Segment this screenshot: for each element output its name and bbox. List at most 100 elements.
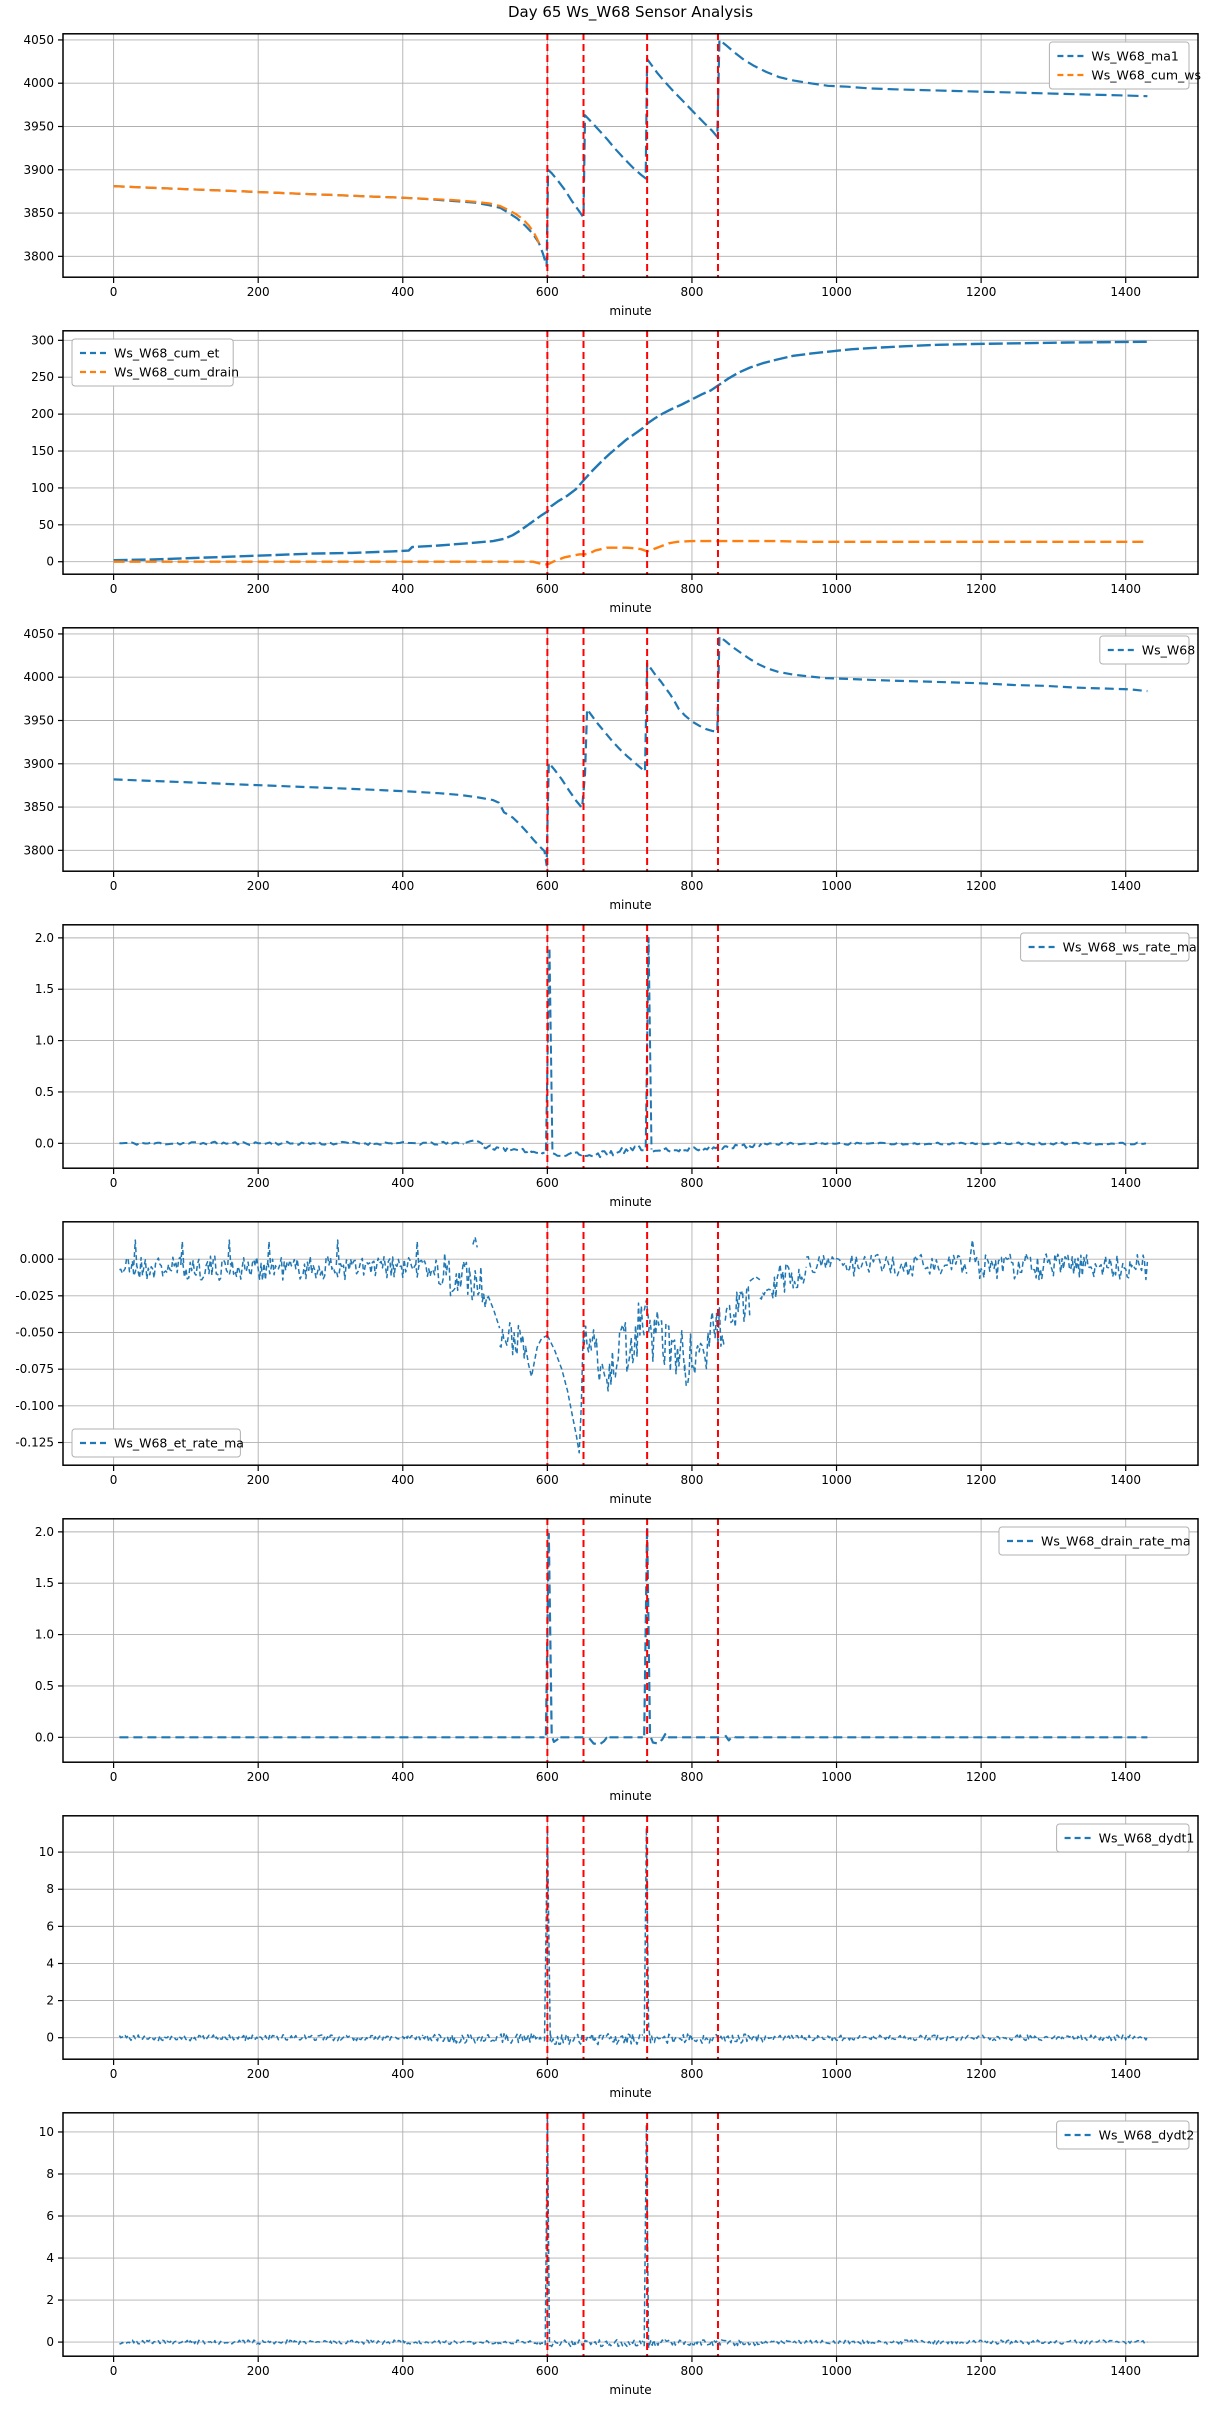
x-axis-label: minute xyxy=(609,1195,651,1209)
x-tick-label: 800 xyxy=(680,1770,703,1784)
x-tick-label: 600 xyxy=(536,285,559,299)
series-Ws_W68_cum_ws xyxy=(113,185,542,247)
x-axis-label: minute xyxy=(609,2086,651,2100)
y-tick-label: 3950 xyxy=(23,713,54,727)
x-tick-label: 1400 xyxy=(1110,879,1141,893)
legend: Ws_W68_drain_rate_ma xyxy=(998,1526,1191,1556)
y-tick-label: 1.0 xyxy=(35,1628,54,1642)
y-tick-label: 300 xyxy=(31,333,54,347)
y-tick-label: 4050 xyxy=(23,627,54,641)
x-tick-label: 200 xyxy=(247,1770,270,1784)
x-tick-label: 400 xyxy=(391,1473,414,1487)
y-tick-label: 150 xyxy=(31,444,54,458)
x-tick-label: 1200 xyxy=(966,2364,997,2378)
y-tick-label: 2.0 xyxy=(35,1525,54,1539)
x-tick-label: 1400 xyxy=(1110,1770,1141,1784)
x-tick-label: 1200 xyxy=(966,582,997,596)
legend-label: Ws_W68_et_rate_ma xyxy=(114,1436,244,1451)
x-tick-label: 1200 xyxy=(966,879,997,893)
x-axis-label: minute xyxy=(609,2383,651,2397)
subplot-ws-rate-ma-canvas: 0 200 400 600 800 1000 1200 1400 minute 0.0 0.5 1.0… xyxy=(35,924,1199,1209)
subplot-dydt1-canvas: 0 200 400 600 800 1000 1200 1400 minute 0 2 4 6 8 10 Ws… xyxy=(39,1815,1199,2100)
subplot-dydt2: 0 200 400 600 800 1000 1200 1400 minute 0 2 4 6 8 10 Ws… xyxy=(0,2112,1211,2404)
x-tick-label: 800 xyxy=(680,285,703,299)
series-Ws_W68 xyxy=(113,635,1148,867)
x-tick-label: 1000 xyxy=(821,285,852,299)
y-tick-label: 4050 xyxy=(23,33,54,47)
x-tick-label: 0 xyxy=(110,582,118,596)
figure-title: Day 65 Ws_W68 Sensor Analysis xyxy=(507,3,754,21)
x-tick-label: 800 xyxy=(680,1176,703,1190)
subplot-et-rate-ma: 0 200 400 600 800 1000 1200 1400 minute 0.000 -0.0… xyxy=(0,1221,1211,1513)
x-tick-label: 1400 xyxy=(1110,1473,1141,1487)
x-tick-label: 1200 xyxy=(966,2067,997,2081)
y-tick-label: 0.000 xyxy=(20,1252,54,1266)
y-tick-label: 0.0 xyxy=(35,1730,54,1744)
subplot-drain-rate-ma-canvas: 0 200 400 600 800 1000 1200 1400 minute 0.0 0.5 1.0… xyxy=(35,1518,1199,1803)
x-axis: 0 200 400 600 800 1000 1200 1400 minute xyxy=(110,1169,1141,1209)
x-tick-label: 0 xyxy=(110,1770,118,1784)
legend-label: Ws_W68 xyxy=(1142,643,1195,658)
x-tick-label: 1000 xyxy=(821,582,852,596)
x-tick-label: 1000 xyxy=(821,1473,852,1487)
y-tick-label: 3800 xyxy=(23,249,54,263)
axes-frame xyxy=(62,1815,1199,2060)
y-tick-label: 0.5 xyxy=(35,1679,54,1693)
subplot-dydt1: 0 200 400 600 800 1000 1200 1400 minute 0 2 4 6 8 10 Ws… xyxy=(0,1815,1211,2107)
legend-label: Ws_W68_ws_rate_ma xyxy=(1063,940,1197,955)
y-axis: 0.000 -0.025 -0.050 -0.075 -0.100 -0.125 xyxy=(15,1252,63,1450)
y-tick-label: 0 xyxy=(46,2335,54,2349)
y-tick-label: -0.075 xyxy=(15,1362,54,1376)
y-axis: 0 2 4 6 8 10 xyxy=(39,1845,63,2045)
subplot-raw-ws-canvas: 0 200 400 600 800 1000 1200 1400minute380038503… xyxy=(23,627,1199,912)
x-axis: 0 200 400 600 800 1000 1200 1400 minute xyxy=(110,278,1141,318)
x-axis-label: minute xyxy=(609,1492,651,1506)
series-Ws_W68_ma1 xyxy=(113,38,1148,267)
x-axis-label: minute xyxy=(609,1789,651,1803)
series-Ws_W68_dydt1 xyxy=(118,1827,1149,2046)
subplot-cum-et-drain-canvas: 0 200 400 600 800 1000 1200 1400 minute 0 50 100 150… xyxy=(31,330,1199,615)
series-Ws_W68_cum_drain xyxy=(113,539,1148,566)
y-tick-label: 3800 xyxy=(23,843,54,857)
x-tick-label: 0 xyxy=(110,1473,118,1487)
y-tick-label: 10 xyxy=(39,2125,54,2139)
x-axis-label: minute xyxy=(609,304,651,318)
y-tick-label: -0.025 xyxy=(15,1289,54,1303)
y-tick-label: 2 xyxy=(46,1994,54,2008)
x-tick-label: 600 xyxy=(536,582,559,596)
axes-frame xyxy=(62,2112,1199,2357)
x-tick-label: 400 xyxy=(391,879,414,893)
legend: Ws_W68_et_rate_ma xyxy=(71,1428,244,1458)
axes-frame xyxy=(62,924,1199,1169)
y-tick-label: 200 xyxy=(31,407,54,421)
x-tick-label: 200 xyxy=(247,1176,270,1190)
y-tick-label: 4000 xyxy=(23,76,54,90)
x-axis-label: minute xyxy=(609,601,651,615)
x-tick-label: 1000 xyxy=(821,2067,852,2081)
y-axis: 0 2 4 6 8 10 xyxy=(39,2125,63,2349)
y-axis: 3800 3850 3900 3950 4000 4050 xyxy=(23,33,63,263)
plot-area xyxy=(119,1221,1149,1466)
legend: Ws_W68 xyxy=(1099,635,1195,665)
x-tick-label: 800 xyxy=(680,582,703,596)
grid xyxy=(63,330,1198,575)
y-tick-label: 8 xyxy=(46,1882,54,1896)
y-axis: 3800 3850 3900 3950 4000 4050 xyxy=(23,627,63,857)
legend: Ws_W68_ws_rate_ma xyxy=(1020,932,1197,962)
plot-area xyxy=(119,1518,1148,1763)
y-tick-label: 3900 xyxy=(23,163,54,177)
x-axis: 0 200 400 600 800 1000 1200 1400 minute xyxy=(110,872,1141,912)
subplot-cum-et-drain: 0 200 400 600 800 1000 1200 1400 minute 0 50 100 150… xyxy=(0,330,1211,622)
x-tick-label: 200 xyxy=(247,285,270,299)
x-axis: 0 200 400 600 800 1000 1200 1400 minute xyxy=(110,575,1141,615)
x-tick-label: 0 xyxy=(110,285,118,299)
x-tick-label: 1400 xyxy=(1110,1176,1141,1190)
y-tick-label: 0 xyxy=(46,555,54,569)
y-axis: 0.0 0.5 1.0 1.5 2.0 xyxy=(35,931,63,1150)
x-axis: 0 200 400 600 800 1000 1200 1400 minute xyxy=(110,1466,1141,1506)
x-tick-label: 1400 xyxy=(1110,285,1141,299)
x-tick-label: 600 xyxy=(536,1770,559,1784)
y-tick-label: 3850 xyxy=(23,800,54,814)
x-tick-label: 800 xyxy=(680,2067,703,2081)
x-tick-label: 1200 xyxy=(966,285,997,299)
